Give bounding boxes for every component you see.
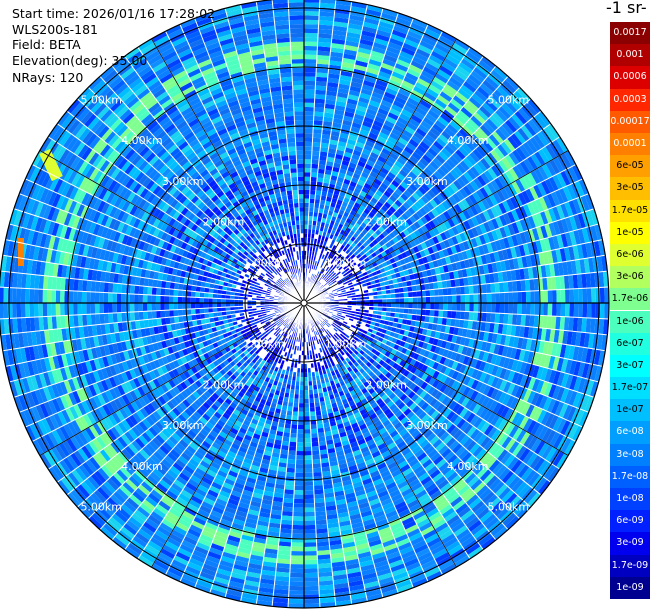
range-ring-label: 5.00km xyxy=(488,501,530,514)
colorbar-tick-label: 0.0003 xyxy=(613,94,646,105)
colorbar-swatch: 6e-08 xyxy=(610,421,650,443)
colorbar-swatch: 1e-08 xyxy=(610,488,650,510)
colorbar-swatch: 0.0006 xyxy=(610,66,650,88)
radar-origin-marker xyxy=(301,300,307,306)
range-ring-label: 1.00km xyxy=(325,256,367,269)
colorbar-tick-label: 0.0006 xyxy=(613,71,646,82)
colorbar-tick-label: 3e-06 xyxy=(616,271,643,282)
range-ring-label: 5.00km xyxy=(80,93,122,106)
range-ring-label: 2.00km xyxy=(365,216,407,229)
range-ring-label: 5.00km xyxy=(80,501,122,514)
range-ring-label: 2.00km xyxy=(365,378,407,391)
range-ring-label: 3.00km xyxy=(406,419,448,432)
colorbar-swatch: 0.001 xyxy=(610,44,650,66)
colorbar-tick-label: 1e-05 xyxy=(616,227,643,238)
colorbar-tick-label: 1.7e-06 xyxy=(612,293,648,304)
colorbar-tick-label: 1e-08 xyxy=(616,493,643,504)
colorbar-swatch: 1.7e-07 xyxy=(610,377,650,399)
colorbar-swatch: 0.0001 xyxy=(610,133,650,155)
colorbar-swatch: 6e-09 xyxy=(610,510,650,532)
range-ring-label: 1.00km xyxy=(325,338,367,351)
colorbar-swatch: 3e-09 xyxy=(610,532,650,554)
colorbar-tick-label: 1e-06 xyxy=(616,316,643,327)
colorbar-tick-label: 3e-07 xyxy=(616,360,643,371)
colorbar-tick-label: 1.7e-09 xyxy=(612,560,648,571)
range-ring-label: 1.00km xyxy=(243,256,285,269)
colorbar-tick-label: 6e-05 xyxy=(616,160,643,171)
colorbar-swatch: 1.7e-09 xyxy=(610,555,650,577)
colorbar-tick-label: 0.0017 xyxy=(613,27,646,38)
colorbar-swatch: 3e-05 xyxy=(610,177,650,199)
range-ring-label: 3.00km xyxy=(162,419,204,432)
range-ring-label: 4.00km xyxy=(121,134,163,147)
colorbar-swatch: 1e-07 xyxy=(610,399,650,421)
colorbar-tick-label: 3e-05 xyxy=(616,182,643,193)
colorbar-swatch: 6e-07 xyxy=(610,333,650,355)
colorbar-swatch: 0.0003 xyxy=(610,89,650,111)
colorbar-swatch: 1.7e-05 xyxy=(610,200,650,222)
nrays-text: NRays: 120 xyxy=(12,70,83,86)
colorbar-swatch: 1e-09 xyxy=(610,577,650,599)
range-ring-label: 4.00km xyxy=(121,460,163,473)
colorbar-swatch: 1.7e-06 xyxy=(610,288,650,310)
range-ring-label: 4.00km xyxy=(447,460,489,473)
colorbar-tick-label: 3e-08 xyxy=(616,449,643,460)
range-ring-label: 5.00km xyxy=(488,93,530,106)
colorbar-tick-label: 0.001 xyxy=(616,49,643,60)
colorbar-tick-label: 1e-09 xyxy=(616,582,643,593)
elevation-text: Elevation(deg): 35.00 xyxy=(12,53,147,69)
range-ring-label: 3.00km xyxy=(162,175,204,188)
station-name-text: WLS200s-181 xyxy=(12,22,98,38)
colorbar-swatch: 3e-08 xyxy=(610,444,650,466)
colorbar-swatch: 6e-06 xyxy=(610,244,650,266)
colorbar-swatch: 0.00017 xyxy=(610,111,650,133)
colorbar-swatch: 1e-06 xyxy=(610,311,650,333)
field-text: Field: BETA xyxy=(12,37,81,53)
start-time-text: Start time: 2026/01/16 17:28:02 xyxy=(12,6,215,22)
range-ring-label: 1.00km xyxy=(243,338,285,351)
colorbar-tick-label: 6e-07 xyxy=(616,338,643,349)
colorbar-swatch: 3e-06 xyxy=(610,266,650,288)
colorbar-swatch: 3e-07 xyxy=(610,355,650,377)
colorbar-tick-label: 3e-09 xyxy=(616,537,643,548)
colorbar-tick-label: 6e-08 xyxy=(616,426,643,437)
colorbar-tick-label: 1.7e-08 xyxy=(612,471,648,482)
colorbar-tick-label: 6e-09 xyxy=(616,515,643,526)
colorbar-swatch: 1e-05 xyxy=(610,222,650,244)
colorbar-tick-label: 1.7e-05 xyxy=(612,205,648,216)
colorbar-tick-label: 6e-06 xyxy=(616,249,643,260)
colorbar-swatch: 0.0017 xyxy=(610,22,650,44)
colorbar-swatch: 1.7e-08 xyxy=(610,466,650,488)
colorbar-tick-label: 0.00017 xyxy=(610,116,649,127)
range-ring-label: 3.00km xyxy=(406,175,448,188)
range-ring-label: 4.00km xyxy=(447,134,489,147)
range-ring-label: 2.00km xyxy=(203,378,245,391)
range-ring-label: 2.00km xyxy=(203,216,245,229)
colorbar-tick-label: 1e-07 xyxy=(616,404,643,415)
colorbar-swatch: 6e-05 xyxy=(610,155,650,177)
colorbar-tick-label: 0.0001 xyxy=(613,138,646,149)
colorbar-unit-label: -1 sr- xyxy=(606,0,647,17)
colorbar-tick-label: 1.7e-07 xyxy=(612,382,648,393)
